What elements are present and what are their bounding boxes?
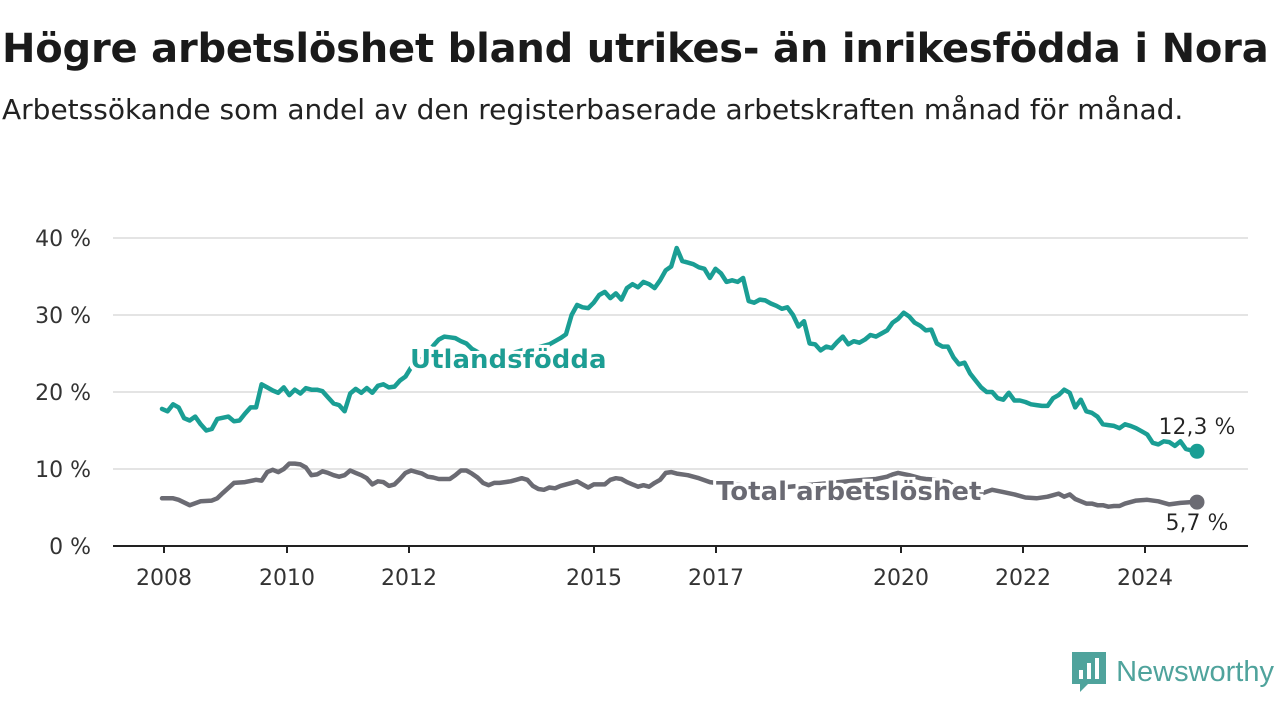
chart-subtitle: Arbetssökande som andel av den registerb… (2, 93, 1184, 126)
newsworthy-logo-icon (1072, 652, 1107, 692)
series-end-value-label-1: 5,7 % (1166, 511, 1229, 536)
series-lines (159, 245, 1205, 510)
brand: Newsworthy (1072, 652, 1274, 692)
x-tick-label: 2010 (259, 566, 315, 591)
x-tick-label: 2012 (381, 566, 437, 591)
x-tick-label: 2008 (136, 566, 192, 591)
y-tick-label: 30 % (35, 304, 91, 329)
y-tick-label: 10 % (35, 458, 91, 483)
grid-lines (113, 237, 1248, 470)
x-tick-label: 2024 (1117, 566, 1173, 591)
x-tick-label: 2017 (688, 566, 744, 591)
series-end-point-0 (1189, 443, 1205, 459)
series-labels: Utlandsfödda 12,3 % Total arbetslöshet 5,7 … (410, 345, 1235, 536)
chart-title: Högre arbetslöshet bland utrikes- än inr… (2, 26, 1269, 72)
series-line-0 (159, 245, 1200, 454)
brand-name: Newsworthy (1116, 655, 1274, 688)
series-name-label-1: Total arbetslöshet (716, 477, 981, 507)
y-axis: 0 % 10 % 20 % 30 % 40 % (35, 227, 91, 560)
x-axis: 2008 2010 2012 2015 2017 2020 2022 2024 (113, 545, 1248, 591)
series-end-point-1 (1189, 494, 1205, 510)
x-tick-label: 2020 (873, 566, 929, 591)
x-tick-label: 2015 (566, 566, 622, 591)
series-line-1 (159, 461, 1200, 509)
y-tick-label: 40 % (35, 227, 91, 252)
y-tick-label: 0 % (49, 535, 91, 560)
series-name-label-0: Utlandsfödda (410, 345, 607, 375)
x-tick-label: 2022 (995, 566, 1051, 591)
y-tick-label: 20 % (35, 381, 91, 406)
series-end-value-label-0: 12,3 % (1159, 415, 1236, 440)
